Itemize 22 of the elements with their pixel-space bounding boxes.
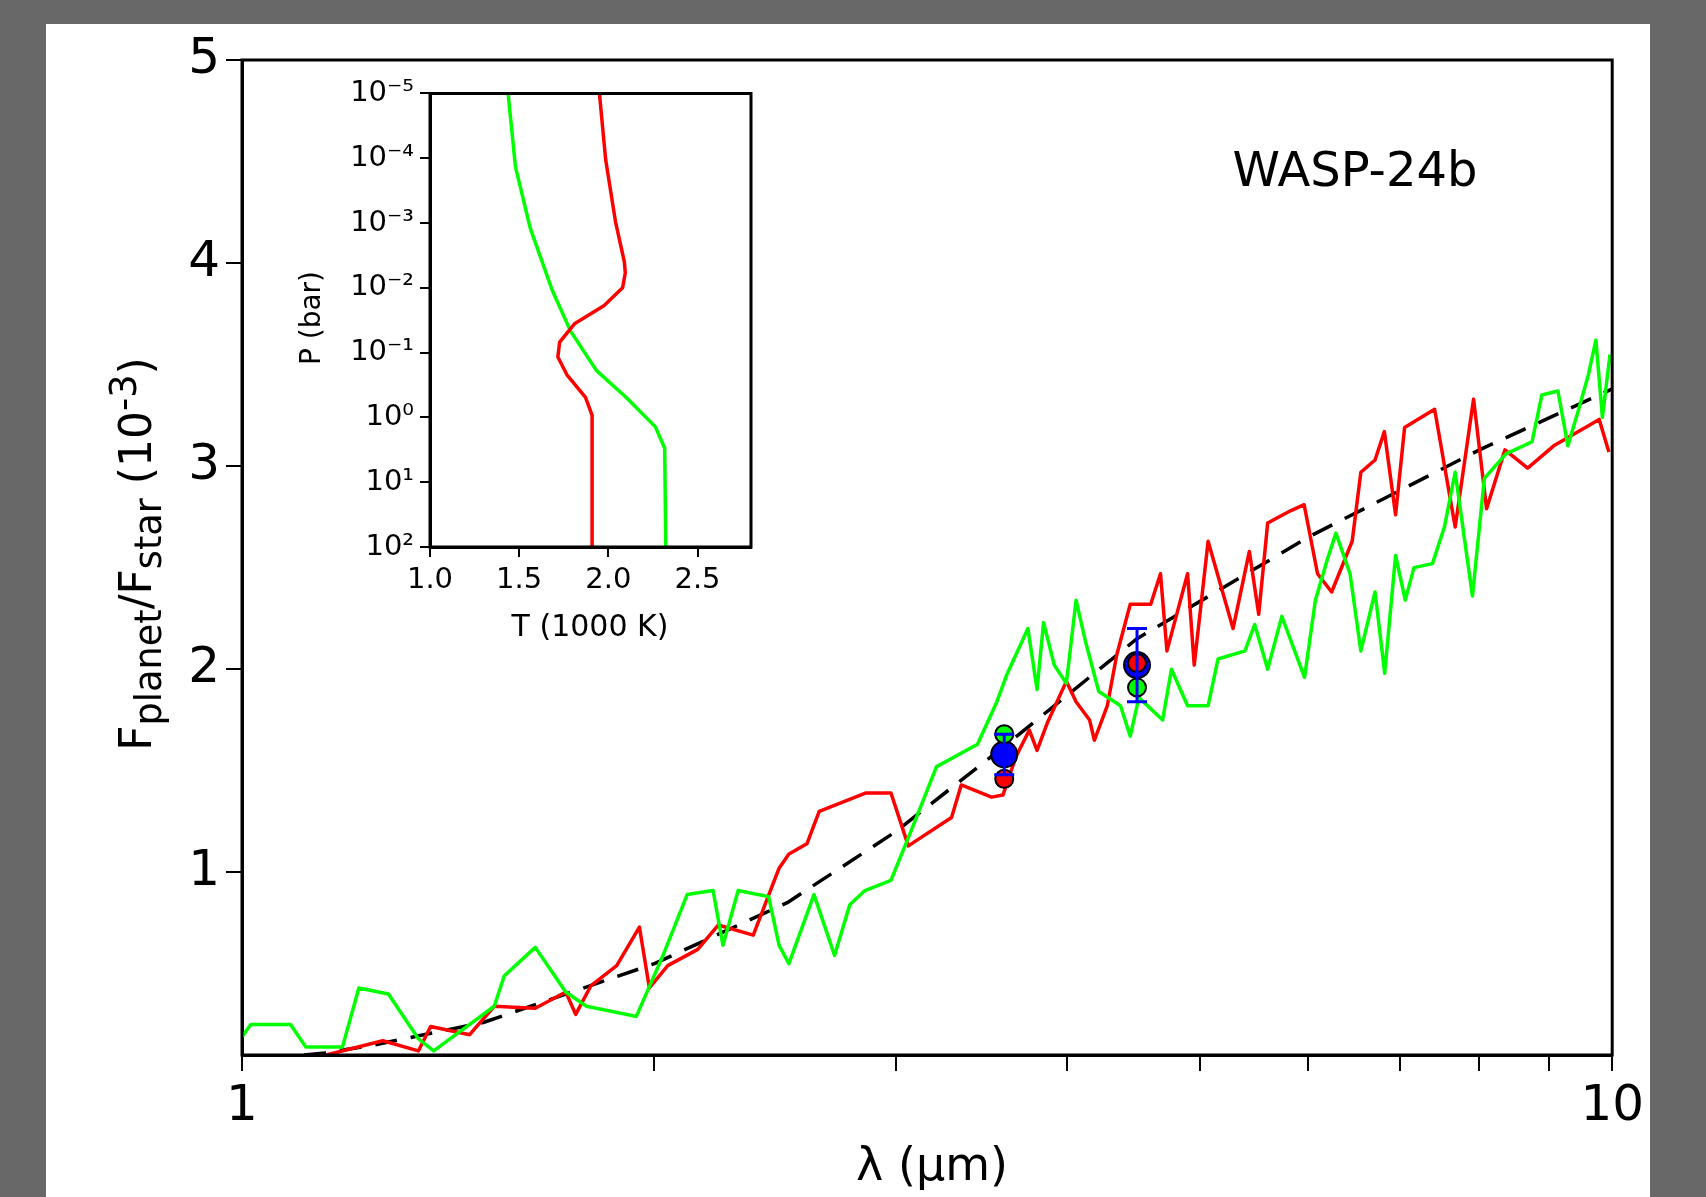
y-tick-label: 10²	[365, 527, 414, 562]
x-axis-title: T (1000 K)	[511, 607, 669, 643]
y-tick-label: 10⁻¹	[350, 333, 414, 368]
x-tick-label: 2.5	[674, 560, 721, 595]
y-tick-label: 3	[188, 433, 220, 492]
annotation: WASP-24b	[1232, 141, 1478, 197]
y-tick-label: 1	[188, 839, 220, 898]
y-axis-title: P (bar)	[293, 270, 327, 366]
y-tick-label: 10⁻⁵	[350, 73, 414, 108]
x-tick-label: 1.0	[406, 560, 454, 595]
y-tick-label: 5	[188, 26, 220, 85]
x-tick-label: 2.0	[585, 560, 632, 595]
y-tick-label: 4	[188, 230, 220, 289]
y-tick-label: 2	[188, 636, 220, 695]
x-axis-title: λ (μm)	[856, 1137, 1008, 1191]
y-tick-label: 10⁻³	[350, 203, 414, 238]
y-tick-label: 10¹	[365, 462, 414, 497]
x-tick-label: 1.5	[496, 560, 543, 595]
x-tick-label: 10	[1580, 1073, 1644, 1132]
y-tick-label: 10⁻²	[350, 268, 414, 303]
y-tick-label: 10⁻⁴	[350, 138, 414, 173]
y-tick-label: 10⁰	[365, 397, 414, 432]
